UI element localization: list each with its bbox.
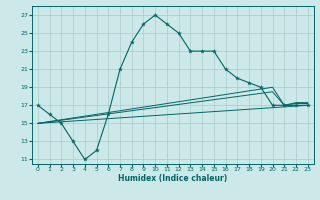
X-axis label: Humidex (Indice chaleur): Humidex (Indice chaleur) xyxy=(118,174,228,183)
